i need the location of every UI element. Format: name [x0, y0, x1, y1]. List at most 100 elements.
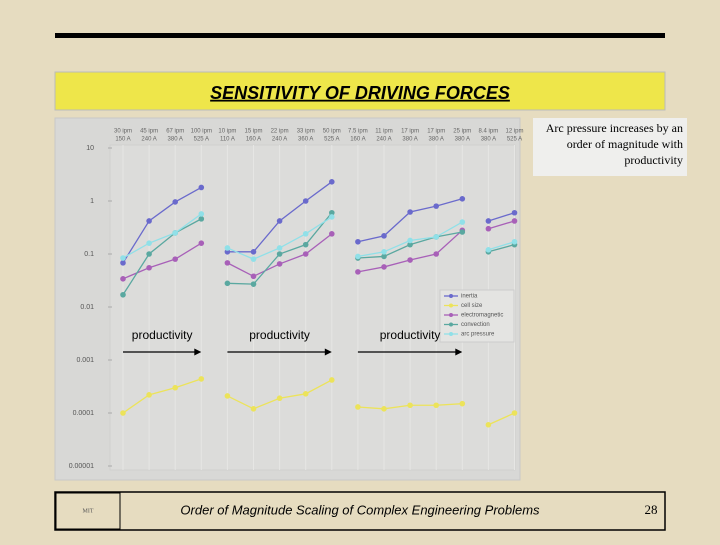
column-label: 525 A	[194, 137, 209, 143]
data-point	[250, 406, 257, 412]
data-point	[198, 216, 205, 222]
column-label: 380 A	[429, 137, 444, 143]
series-line	[122, 218, 202, 296]
column-label: 15 ipm	[244, 129, 262, 135]
data-point	[224, 245, 231, 251]
data-point	[459, 229, 466, 235]
column-label: 17 ipm	[427, 129, 445, 135]
column-label: 25 ipm	[453, 129, 471, 135]
data-point	[329, 231, 335, 237]
column-label: 160 A	[246, 137, 261, 143]
legend-label: electromagnetic	[461, 313, 503, 319]
data-point	[250, 281, 257, 287]
data-point	[302, 241, 309, 248]
legend-label: arc pressure	[461, 332, 495, 338]
legend-label: convection	[461, 322, 490, 328]
data-point	[329, 377, 335, 383]
data-point	[355, 269, 361, 275]
data-point	[120, 255, 126, 261]
data-point	[198, 211, 205, 217]
annotation: productivity	[249, 328, 310, 342]
data-point	[146, 218, 152, 224]
column-label: 17 ipm	[401, 129, 419, 135]
column-label: 7.5 ipm	[348, 129, 368, 135]
data-point	[172, 199, 178, 205]
slide-title: SENSITIVITY OF DRIVING FORCES	[210, 83, 510, 103]
y-tick-label: 1	[90, 198, 94, 205]
data-point	[329, 209, 335, 216]
data-point	[276, 245, 283, 251]
data-point	[433, 251, 440, 257]
legend-marker	[449, 332, 453, 336]
data-point	[146, 251, 152, 257]
data-point	[120, 410, 126, 416]
legend-marker	[449, 322, 453, 327]
series-line	[488, 244, 515, 253]
data-point	[146, 392, 152, 398]
column-label: 240 A	[272, 137, 287, 143]
data-point	[433, 234, 440, 240]
logo: MIT	[83, 508, 94, 514]
data-point	[276, 261, 283, 267]
data-point	[120, 260, 126, 266]
top-rule	[55, 33, 665, 38]
data-point	[250, 273, 257, 280]
column-label: 240 A	[376, 137, 391, 143]
data-point	[172, 384, 178, 391]
series-line	[122, 213, 202, 259]
data-point	[198, 240, 205, 246]
data-point	[146, 264, 152, 271]
data-point	[511, 238, 518, 245]
legend-label: inertia	[461, 294, 478, 300]
data-point	[120, 276, 126, 282]
column-label: 380 A	[168, 137, 183, 143]
column-label: 160 A	[350, 137, 365, 143]
data-point	[381, 249, 387, 255]
data-point	[381, 233, 387, 239]
data-point	[224, 393, 231, 399]
series-line	[122, 378, 202, 414]
column-label: 10 ipm	[218, 129, 236, 135]
column-label: 380 A	[402, 137, 417, 143]
data-point	[250, 256, 257, 262]
data-point	[224, 280, 231, 287]
column-label: 45 ipm	[140, 129, 158, 135]
column-label: 8.4 ipm	[479, 129, 499, 135]
logo-box	[55, 492, 121, 530]
data-point	[276, 218, 283, 224]
data-point	[433, 203, 440, 209]
data-point	[276, 251, 283, 257]
data-point	[433, 402, 440, 409]
legend-label: cell size	[461, 303, 483, 309]
data-point	[511, 209, 518, 216]
data-point	[172, 230, 178, 236]
data-point	[485, 247, 492, 253]
column-label: 67 ipm	[166, 129, 184, 135]
y-tick-label: 0.01	[80, 304, 94, 311]
data-point	[485, 218, 492, 224]
legend-marker	[449, 313, 453, 317]
column-label: 360 A	[298, 137, 313, 143]
annotation: productivity	[132, 328, 193, 342]
data-point	[511, 218, 518, 224]
column-label: 525 A	[324, 137, 339, 143]
data-point	[276, 395, 283, 402]
column-label: 380 A	[455, 137, 470, 143]
data-point	[355, 253, 361, 260]
y-tick-label: 10	[86, 145, 94, 152]
data-point	[511, 410, 518, 416]
footer-text: Order of Magnitude Scaling of Complex En…	[180, 502, 540, 517]
data-point	[381, 406, 387, 412]
arrow-head	[324, 348, 332, 356]
y-tick-label: 0.00001	[69, 463, 94, 470]
series-line	[122, 186, 202, 264]
data-point	[355, 238, 361, 245]
data-point	[381, 253, 387, 260]
data-point	[302, 231, 309, 237]
data-point	[407, 402, 413, 409]
data-point	[198, 376, 205, 382]
data-point	[302, 251, 309, 257]
callout-text: Arc pressure increases by an order of ma…	[545, 121, 683, 167]
data-point	[146, 240, 152, 246]
